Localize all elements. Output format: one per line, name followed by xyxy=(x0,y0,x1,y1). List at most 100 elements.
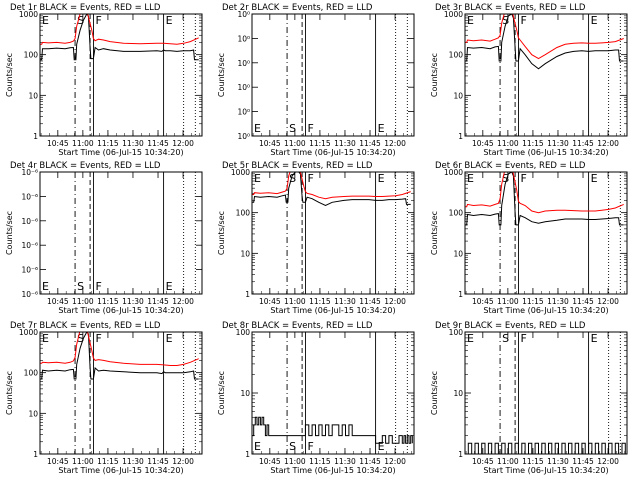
y-tick-label: 10⁰ xyxy=(237,132,250,141)
x-tick-label: 11:45 xyxy=(572,457,594,466)
x-tick-label: 11:15 xyxy=(309,297,331,306)
x-tick-label: 11:30 xyxy=(547,297,569,306)
lld-series-line xyxy=(465,172,624,214)
marker-label: E xyxy=(42,332,49,345)
plot-frame xyxy=(39,331,203,455)
x-axis-ticks: 10:45 11:00 11:15 11:30 11:45 12:00 xyxy=(40,332,201,466)
marker-label: S xyxy=(502,172,509,185)
marker-label: E xyxy=(467,172,474,185)
x-axis-ticks: 10:45 11:00 11:15 11:30 11:45 12:00 xyxy=(252,332,413,466)
chart-title: Det 8r BLACK = Events, RED = LLD xyxy=(222,321,373,331)
y-axis-ticks: 1 10 100 1000 xyxy=(444,10,627,141)
y-tick-label: 100 xyxy=(236,328,251,337)
plot-frame xyxy=(464,13,628,137)
x-tick-label: 11:15 xyxy=(97,139,119,148)
x-tick-label: 12:00 xyxy=(597,297,619,306)
y-tick-label: 100 xyxy=(449,328,464,337)
chart-title: Det 2r BLACK = Events, RED = LLD xyxy=(222,3,373,13)
y-tick-label: 10 xyxy=(453,91,463,100)
events-series-line xyxy=(40,332,199,380)
chart-title: Det 7r BLACK = Events, RED = LLD xyxy=(10,321,161,331)
marker-label: E xyxy=(166,280,173,293)
marker-label: S xyxy=(289,172,296,185)
chart-title: Det 3r BLACK = Events, RED = LLD xyxy=(435,3,586,13)
marker-label: F xyxy=(520,14,526,27)
panel-det-1: Det 1r BLACK = Events, RED = LLD11010010… xyxy=(5,3,203,157)
y-tick-label: 100 xyxy=(236,209,251,218)
events-series-line xyxy=(465,172,624,226)
y-axis-label: Counts/sec xyxy=(217,371,226,415)
x-tick-label: 10:45 xyxy=(472,457,494,466)
x-tick-label: 11:45 xyxy=(359,297,381,306)
x-tick-label: 11:00 xyxy=(72,297,94,306)
y-tick-label: 100 xyxy=(24,51,39,60)
x-tick-label: 11:30 xyxy=(122,297,144,306)
events-series-line xyxy=(252,416,413,444)
panel-det-5: Det 5r BLACK = Events, RED = LLD11010010… xyxy=(217,161,415,315)
y-axis-ticks: 1 10 100 xyxy=(236,328,414,459)
x-axis-label: Start Time (06-Jul-15 10:34:20) xyxy=(270,306,395,315)
x-tick-label: 11:15 xyxy=(97,457,119,466)
panel-det-7: Det 7r BLACK = Events, RED = LLD11010010… xyxy=(5,321,203,475)
x-tick-label: 10:45 xyxy=(259,297,281,306)
marker-label: S xyxy=(502,14,509,27)
marker-label: F xyxy=(307,172,313,185)
plot-frame xyxy=(251,171,415,295)
x-tick-label: 11:30 xyxy=(547,139,569,148)
y-tick-label: 10⁰ xyxy=(237,108,250,117)
x-tick-label: 11:00 xyxy=(284,297,306,306)
x-tick-label: 11:45 xyxy=(147,457,169,466)
x-tick-label: 11:00 xyxy=(284,139,306,148)
x-tick-label: 11:30 xyxy=(122,139,144,148)
panel-det-4: Det 4r BLACK = Events, RED = LLD10⁻⁶10⁻⁶… xyxy=(5,161,203,315)
x-tick-label: 10:45 xyxy=(47,297,69,306)
marker-label: F xyxy=(307,440,313,453)
x-axis-ticks: 10:45 11:00 11:15 11:30 11:45 12:00 xyxy=(40,14,201,148)
x-tick-label: 11:45 xyxy=(147,139,169,148)
marker-label: E xyxy=(591,14,598,27)
x-tick-label: 10:45 xyxy=(259,457,281,466)
plot-frame xyxy=(251,331,415,455)
lld-series-line xyxy=(465,14,624,60)
plot-frame xyxy=(39,171,203,295)
y-axis-ticks: 1 10 100 1000 xyxy=(19,10,202,141)
x-tick-label: 11:15 xyxy=(522,457,544,466)
x-tick-label: 11:15 xyxy=(522,139,544,148)
x-tick-label: 12:00 xyxy=(172,139,194,148)
x-tick-label: 11:45 xyxy=(359,139,381,148)
y-tick-label: 10 xyxy=(453,249,463,258)
x-tick-label: 11:15 xyxy=(309,457,331,466)
series-group xyxy=(465,172,624,226)
x-tick-label: 12:00 xyxy=(172,297,194,306)
y-axis-ticks: 1 10 100 1000 xyxy=(444,168,627,299)
x-axis-label: Start Time (06-Jul-15 10:34:20) xyxy=(58,148,183,157)
y-tick-label: 10⁻⁶ xyxy=(21,266,38,275)
x-tick-label: 10:45 xyxy=(472,139,494,148)
panel-det-2: Det 2r BLACK = Events, RED = LLD10⁰10⁰10… xyxy=(217,3,415,157)
marker-label: E xyxy=(254,122,261,135)
x-tick-label: 12:00 xyxy=(172,457,194,466)
x-tick-label: 11:00 xyxy=(497,457,519,466)
marker-label: E xyxy=(467,14,474,27)
y-tick-label: 1000 xyxy=(444,10,463,19)
events-series-line xyxy=(40,14,199,61)
y-tick-label: 10 xyxy=(28,91,38,100)
y-tick-label: 1000 xyxy=(19,10,38,19)
y-tick-label: 1 xyxy=(458,132,463,141)
x-tick-label: 12:00 xyxy=(384,457,406,466)
x-axis-ticks: 10:45 11:00 11:15 11:30 11:45 12:00 xyxy=(252,172,413,306)
y-axis-label: Counts/sec xyxy=(430,211,439,255)
series-group xyxy=(40,14,199,61)
panel-det-6: Det 6r BLACK = Events, RED = LLD11010010… xyxy=(430,161,628,315)
events-series-line xyxy=(252,172,411,207)
x-axis-label: Start Time (06-Jul-15 10:34:20) xyxy=(58,306,183,315)
x-tick-label: 12:00 xyxy=(597,457,619,466)
x-axis-label: Start Time (06-Jul-15 10:34:20) xyxy=(483,148,608,157)
y-tick-label: 1 xyxy=(458,290,463,299)
marker-label: E xyxy=(254,172,261,185)
plot-frame xyxy=(39,13,203,137)
lld-series-line xyxy=(40,332,199,366)
x-tick-label: 11:45 xyxy=(147,297,169,306)
